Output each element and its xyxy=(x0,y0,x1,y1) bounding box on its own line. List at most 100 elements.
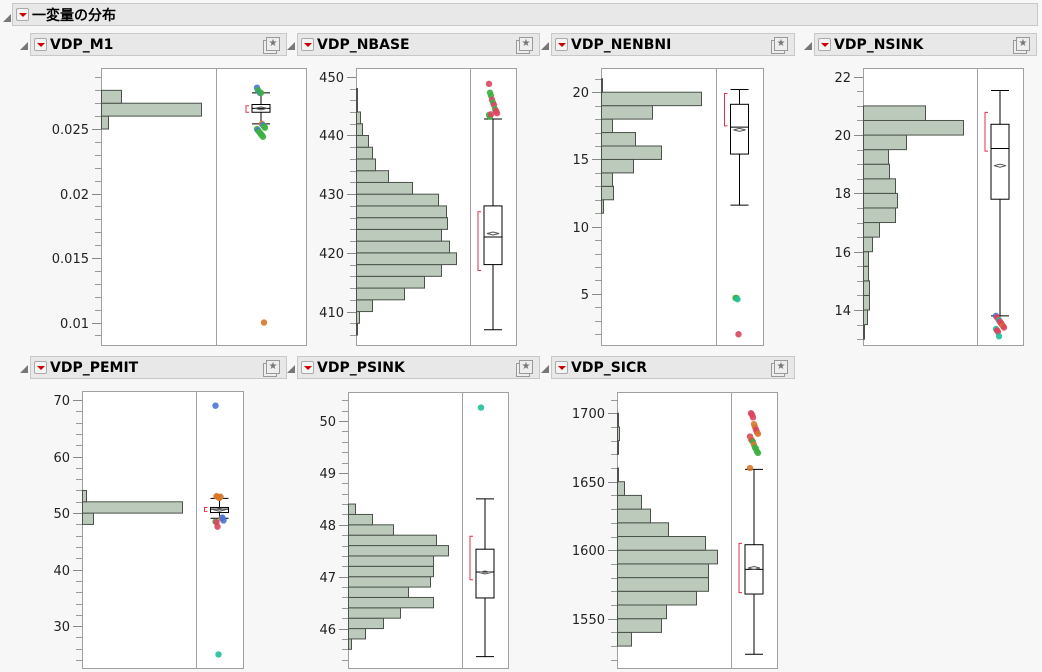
pin-star-icon[interactable]: ★ xyxy=(519,37,533,51)
panel-disclosure-icon[interactable] xyxy=(541,42,549,50)
panel-menu-dropdown-icon[interactable] xyxy=(301,38,314,51)
pin-star-icon[interactable]: ★ xyxy=(774,360,788,374)
outlier-point xyxy=(995,333,1003,340)
histogram-bar xyxy=(356,311,360,324)
histogram-bar xyxy=(863,251,869,267)
histogram-bar xyxy=(356,252,457,266)
panel-title: VDP_NBASE xyxy=(317,36,410,53)
panel-menu-dropdown-icon[interactable] xyxy=(818,38,831,51)
panel-menu-dropdown-icon[interactable] xyxy=(34,38,47,51)
panel-vdp_m1: 0.01 0.015 0.02 0.025 xyxy=(52,68,307,346)
histogram-bar xyxy=(601,105,653,120)
histogram-bar xyxy=(617,577,709,592)
histogram-bar xyxy=(101,102,202,117)
y-tick-label: 1650 xyxy=(572,476,605,491)
histogram-bar xyxy=(863,207,896,224)
histogram-bar xyxy=(617,549,718,565)
y-tick-label: 410 xyxy=(319,306,344,321)
y-tick-label: 1700 xyxy=(572,407,605,422)
shortest-half-bracket xyxy=(738,542,742,594)
y-tick-label: 40 xyxy=(53,564,70,579)
histogram-bar xyxy=(617,563,709,579)
y-tick-label: 1550 xyxy=(572,613,605,628)
outlier-point xyxy=(754,430,762,437)
box-iqr xyxy=(730,103,749,155)
shortest-half-bracket xyxy=(477,211,481,271)
mean-diamond xyxy=(478,570,492,575)
panel-vdp_psink: 46 47 48 49 50 xyxy=(319,392,509,669)
plot-frame xyxy=(82,391,244,669)
y-tick-label: 46 xyxy=(319,623,336,638)
panel-header: VDP_NBASE ★ xyxy=(297,33,540,56)
y-tick-label: 20 xyxy=(572,86,589,101)
outlier-point xyxy=(220,517,227,524)
y-tick-label: 440 xyxy=(319,129,344,144)
panel-header: VDP_PSINK ★ xyxy=(297,356,540,379)
panel-vdp_nsink: 14 16 18 20 22 xyxy=(834,68,1024,346)
histogram-bar xyxy=(617,508,651,524)
histogram-bar xyxy=(601,132,636,147)
panel-header: VDP_M1 ★ xyxy=(30,33,287,56)
histogram-bar xyxy=(863,236,873,253)
pin-star-icon[interactable]: ★ xyxy=(774,37,788,51)
histogram-bar xyxy=(348,586,409,598)
mean-diamond xyxy=(254,106,268,111)
y-tick-label: 0.02 xyxy=(60,188,89,203)
histogram-bar xyxy=(617,440,619,455)
panel-disclosure-icon[interactable] xyxy=(20,42,28,50)
histogram-bar xyxy=(617,536,706,551)
panel-disclosure-icon[interactable] xyxy=(287,365,295,373)
histogram-bar xyxy=(356,275,425,289)
histogram-bar xyxy=(101,89,122,104)
panel-menu-dropdown-icon[interactable] xyxy=(34,361,47,374)
panel-disclosure-icon[interactable] xyxy=(804,42,812,50)
pin-star-icon[interactable]: ★ xyxy=(519,360,533,374)
panel-menu-dropdown-icon[interactable] xyxy=(555,38,568,51)
outlier-point xyxy=(735,331,742,338)
histogram-bar xyxy=(863,265,869,282)
report-disclosure-icon[interactable] xyxy=(3,14,11,22)
report-menu-dropdown-icon[interactable] xyxy=(16,8,29,21)
panel-menu-dropdown-icon[interactable] xyxy=(555,361,568,374)
panel-header: VDP_NSINK ★ xyxy=(814,33,1037,56)
histogram-bar xyxy=(356,322,358,336)
outlier-point xyxy=(257,89,265,97)
histogram-bar xyxy=(601,91,702,107)
pin-star-icon[interactable]: ★ xyxy=(1016,37,1030,51)
y-tick-label: 0.025 xyxy=(52,123,89,138)
panel-title: VDP_PEMIT xyxy=(50,359,139,376)
report-header: 一変量の分布 xyxy=(12,3,1038,26)
outlier-point xyxy=(215,651,222,658)
histogram-bar xyxy=(863,280,870,296)
panel-disclosure-icon[interactable] xyxy=(287,42,295,50)
histogram-bar xyxy=(348,565,434,578)
histogram-bar xyxy=(863,119,964,136)
histogram-bar xyxy=(617,631,632,647)
histogram-bar xyxy=(348,617,384,630)
panel-header: VDP_SICR ★ xyxy=(551,356,795,379)
histogram-bar xyxy=(617,481,625,496)
pin-star-icon[interactable]: ★ xyxy=(266,360,280,374)
y-tick-label: 18 xyxy=(834,187,851,202)
histogram-bar xyxy=(863,134,907,151)
histogram-bar xyxy=(617,412,619,428)
y-tick-label: 430 xyxy=(319,188,344,203)
panel-disclosure-icon[interactable] xyxy=(541,365,549,373)
pin-star-icon[interactable]: ★ xyxy=(266,37,280,51)
histogram-bar xyxy=(348,576,431,588)
y-tick-label: 22 xyxy=(834,71,851,86)
histogram-bar xyxy=(82,489,87,503)
outlier-point xyxy=(212,402,219,409)
histogram-bar xyxy=(863,294,870,311)
panel-menu-dropdown-icon[interactable] xyxy=(301,361,314,374)
shortest-half-bracket xyxy=(984,111,988,152)
histogram-bar xyxy=(82,501,183,514)
y-tick-label: 0.01 xyxy=(60,317,89,332)
histogram-bar xyxy=(617,522,669,538)
panel-disclosure-icon[interactable] xyxy=(20,365,28,373)
histogram-bar xyxy=(356,217,448,230)
histogram-bar xyxy=(356,264,442,277)
outlier-point xyxy=(487,111,495,118)
histogram-bar xyxy=(601,185,614,201)
